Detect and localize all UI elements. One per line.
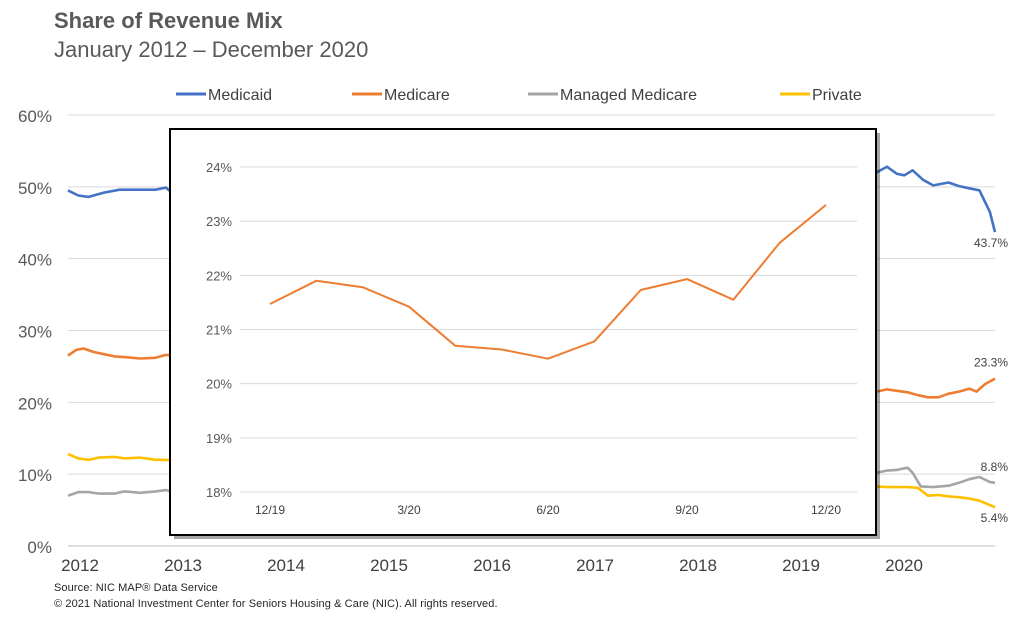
main-x-tick-label: 2013 (164, 556, 202, 575)
inset-x-tick-label: 12/20 (811, 503, 841, 517)
main-y-tick-label: 40% (18, 251, 52, 270)
series-line-medicaid (865, 165, 997, 233)
main-x-tick-label: 2015 (370, 556, 408, 575)
inset-y-tick-label: 22% (206, 268, 232, 283)
main-x-tick-label: 2019 (782, 556, 820, 575)
legend-label: Medicaid (208, 87, 272, 104)
inset-x-tick-label: 9/20 (675, 503, 699, 517)
end-value-label: 8.8% (981, 460, 1009, 474)
series-line-managed-medicare (67, 488, 187, 497)
main-y-tick-label: 50% (18, 179, 52, 198)
main-y-tick-label: 0% (27, 538, 52, 557)
legend: Medicaid Medicare Managed Medicare Private (176, 87, 862, 104)
legend-label: Private (812, 87, 862, 104)
chart-title: Share of Revenue Mix (54, 8, 283, 33)
inset-x-tick-labels: 12/19 3/20 6/20 9/20 12/20 (255, 503, 841, 517)
inset-y-tick-label: 24% (206, 160, 232, 175)
copyright-note: © 2021 National Investment Center for Se… (54, 598, 498, 610)
end-value-label: 23.3% (974, 356, 1008, 370)
inset-y-tick-label: 20% (206, 377, 232, 392)
inset-frame (169, 128, 877, 536)
main-x-tick-label: 2020 (885, 556, 923, 575)
main-x-tick-label: 2018 (679, 556, 717, 575)
main-y-tick-label: 10% (18, 466, 52, 485)
inset-y-tick-label: 19% (206, 431, 232, 446)
main-x-tick-label: 2014 (267, 556, 305, 575)
inset-y-tick-label: 21% (206, 323, 232, 338)
chart-subtitle: January 2012 – December 2020 (54, 37, 369, 62)
series-line-medicaid (67, 179, 188, 199)
series-line-medicare (866, 377, 996, 399)
inset-x-tick-label: 12/19 (255, 503, 285, 517)
main-x-tick-labels: 2012 2013 2014 2015 2016 2017 2018 2019 2020 (61, 556, 923, 575)
series-line-private (866, 482, 996, 509)
main-y-tick-label: 20% (18, 394, 52, 413)
inset-x-tick-label: 3/20 (397, 503, 421, 517)
inset-series-line-medicare (269, 204, 827, 360)
main-x-tick-label: 2012 (61, 556, 99, 575)
inset-series-lines (269, 204, 827, 360)
main-y-tick-label: 30% (18, 323, 52, 342)
inset-chart: 18%19%20%21%22%23%24% 12/19 3/20 6/20 9/20 1… (169, 128, 880, 539)
inset-y-tick-label: 18% (206, 485, 232, 500)
legend-label: Medicare (384, 87, 450, 104)
main-end-labels: 43.7% 23.3% 8.8% 5.4% (974, 236, 1008, 525)
series-line-private (67, 452, 187, 463)
legend-label: Managed Medicare (560, 87, 697, 104)
main-x-tick-label: 2016 (473, 556, 511, 575)
series-line-medicare (67, 347, 188, 362)
main-x-tick-label: 2017 (576, 556, 614, 575)
inset-x-tick-label: 6/20 (536, 503, 560, 517)
end-value-label: 43.7% (974, 236, 1008, 250)
series-line-managed-medicare (866, 466, 996, 489)
main-y-tick-label: 60% (18, 107, 52, 126)
inset-y-tick-label: 23% (206, 214, 232, 229)
source-note: Source: NIC MAP® Data Service (54, 582, 218, 594)
main-y-tick-labels: 0% 10% 20% 30% 40% 50% 60% (18, 107, 52, 557)
inset-y-tick-labels: 18% 19% 20% 21% 22% 23% 24% (206, 160, 232, 500)
end-value-label: 5.4% (981, 511, 1009, 525)
